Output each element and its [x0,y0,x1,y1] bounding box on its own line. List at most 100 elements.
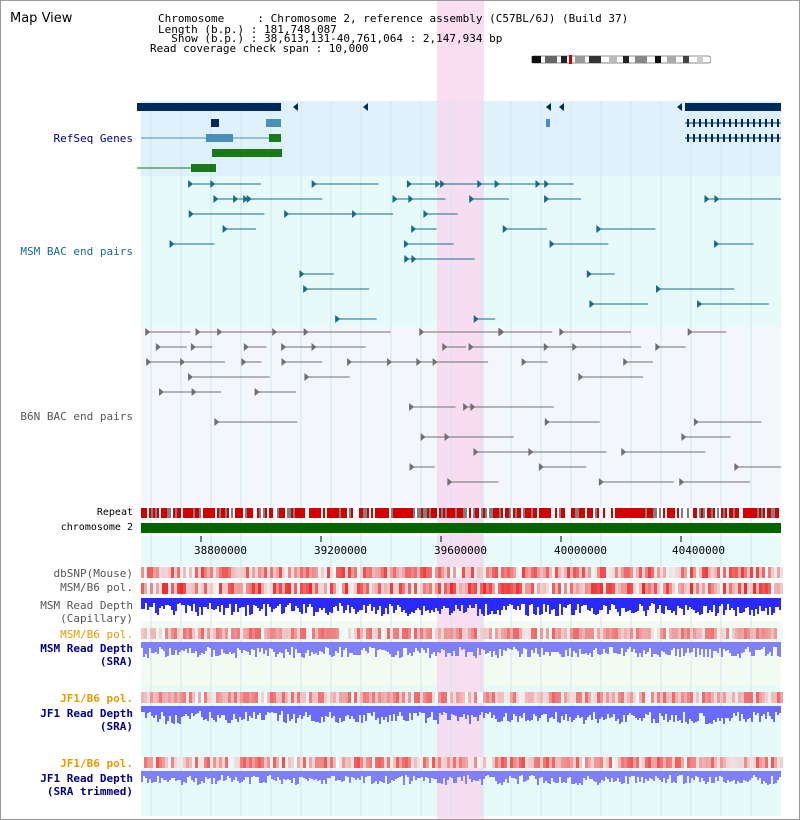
dbsnp-cell [618,567,621,578]
depth-bar [151,706,153,716]
dbsnp-cell [213,567,216,578]
track-label-jf1-depth-sra-1[interactable]: JF1 Read Depth [40,707,133,720]
track-label-repeat[interactable]: Repeat [96,507,133,518]
pol-cell [216,757,219,768]
depth-bar [287,642,289,652]
chromosome-ideogram[interactable] [530,54,712,64]
pol-cell [318,583,321,594]
repeat-segment [639,508,641,518]
depth-bar [347,598,349,605]
depth-bar [579,598,581,613]
depth-bar [607,598,609,614]
repeat-segment [169,508,171,518]
pol-cell [414,583,417,594]
pol-cell [378,628,381,639]
repeat-segment [683,508,685,518]
depth-bar [185,642,187,649]
track-label-msm-b6-pol-2[interactable]: MSM/B6 pol. [60,628,133,641]
depth-bar [347,771,349,777]
track-label-msm-b6-pol-1[interactable]: MSM/B6 pol. [60,581,133,594]
repeat-segment [679,508,681,518]
pol-cell [177,692,180,703]
pol-cell [435,757,438,768]
repeat-segment [623,508,625,518]
track-label-jf1-depth-trim-1[interactable]: JF1 Read Depth [40,772,133,785]
pol-cell [714,757,717,768]
depth-bar [333,642,335,656]
pol-cell [420,628,423,639]
depth-bar [371,771,373,784]
track-label-dbsnp[interactable]: dbSNP(Mouse) [53,567,133,580]
repeat-segment [643,508,645,518]
depth-bar [171,771,173,778]
dbsnp-cell [354,567,357,578]
depth-bar [735,706,737,716]
depth-bar [517,706,519,722]
track-label-b6n-bac[interactable]: B6N BAC end pairs [20,410,133,423]
gene-exon [747,134,749,142]
pol-cell [765,583,768,594]
depth-bar [711,771,713,783]
pol-cell [444,583,447,594]
bac-pair-end [538,463,544,471]
depth-bar [365,771,367,777]
track-label-msm-depth-sra-1[interactable]: MSM Read Depth [40,642,133,655]
repeat-segment [153,508,155,518]
dbsnp-cell [141,567,144,578]
depth-bar [217,598,219,606]
pol-cell [753,692,756,703]
depth-bar [385,642,387,651]
pol-cell [504,583,507,594]
repeat-segment [481,508,483,518]
pol-cell [291,628,294,639]
pol-cell [474,757,477,768]
depth-bar [511,598,513,605]
pol-cell [288,583,291,594]
dbsnp-cell [252,567,255,578]
pol-cell [261,692,264,703]
depth-bar [247,642,249,652]
depth-bar [457,771,459,777]
depth-bar [375,771,377,781]
dbsnp-cell [501,567,504,578]
depth-bar [437,771,439,783]
track-label-refseq[interactable]: RefSeq Genes [53,132,133,145]
pol-cell [450,757,453,768]
depth-bar [147,706,149,713]
pol-cell [147,692,150,703]
depth-bar [529,598,531,605]
depth-bar [513,706,515,714]
dbsnp-cell [267,567,270,578]
depth-bar [697,771,699,777]
pol-cell [300,692,303,703]
pol-cell [606,628,609,639]
track-label-chromosome[interactable]: chromosome 2 [60,522,133,533]
bac-pair-end [335,315,341,323]
track-label-msm-bac[interactable]: MSM BAC end pairs [20,245,133,258]
depth-bar [317,598,319,612]
depth-bar [301,706,303,719]
pol-cell [648,583,651,594]
pol-cell [729,583,732,594]
pol-cell [756,583,759,594]
pol-cell [741,757,744,768]
pol-cell [240,628,243,639]
track-label-msm-depth-cap-1[interactable]: MSM Read Depth [40,599,133,612]
pol-cell [777,692,780,703]
pol-cell [363,692,366,703]
pol-cell [210,583,213,594]
depth-bar [651,642,653,657]
pol-cell [561,757,564,768]
depth-bar [633,771,635,776]
depth-bar [323,598,325,608]
depth-bar [233,598,235,612]
track-label-jf1-b6-pol-1[interactable]: JF1/B6 pol. [60,692,133,705]
track-label-jf1-b6-pol-2[interactable]: JF1/B6 pol. [60,757,133,770]
depth-bar [373,598,375,607]
dbsnp-cell [741,567,744,578]
dbsnp-cell [498,567,501,578]
depth-bar [615,598,617,609]
pol-cell [714,628,717,639]
depth-bar [347,706,349,715]
